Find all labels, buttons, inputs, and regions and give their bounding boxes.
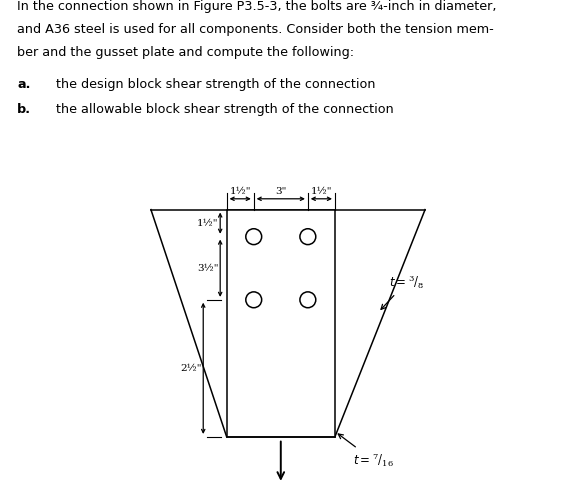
Text: 3": 3" xyxy=(275,187,286,196)
Text: a.: a. xyxy=(17,78,31,91)
Text: 1½": 1½" xyxy=(229,187,251,196)
Text: $t = \mathregular{^3/_8}$: $t = \mathregular{^3/_8}$ xyxy=(381,273,425,309)
Text: $t = \mathregular{^7/_{16}}$: $t = \mathregular{^7/_{16}}$ xyxy=(338,434,394,469)
Bar xyxy=(227,209,335,437)
Text: b.: b. xyxy=(17,104,31,116)
Text: ber and the gusset plate and compute the following:: ber and the gusset plate and compute the… xyxy=(17,46,354,59)
Text: the allowable block shear strength of the connection: the allowable block shear strength of th… xyxy=(48,104,394,116)
Text: 1½": 1½" xyxy=(310,187,332,196)
Text: In the connection shown in Figure P3.5-3, the bolts are ¾-inch in diameter,: In the connection shown in Figure P3.5-3… xyxy=(17,0,497,13)
Text: 2½": 2½" xyxy=(180,364,202,373)
Text: and A36 steel is used for all components. Consider both the tension mem-: and A36 steel is used for all components… xyxy=(17,23,494,36)
Text: 1½": 1½" xyxy=(197,218,218,227)
Text: 3½": 3½" xyxy=(197,264,218,273)
Text: the design block shear strength of the connection: the design block shear strength of the c… xyxy=(48,78,376,91)
